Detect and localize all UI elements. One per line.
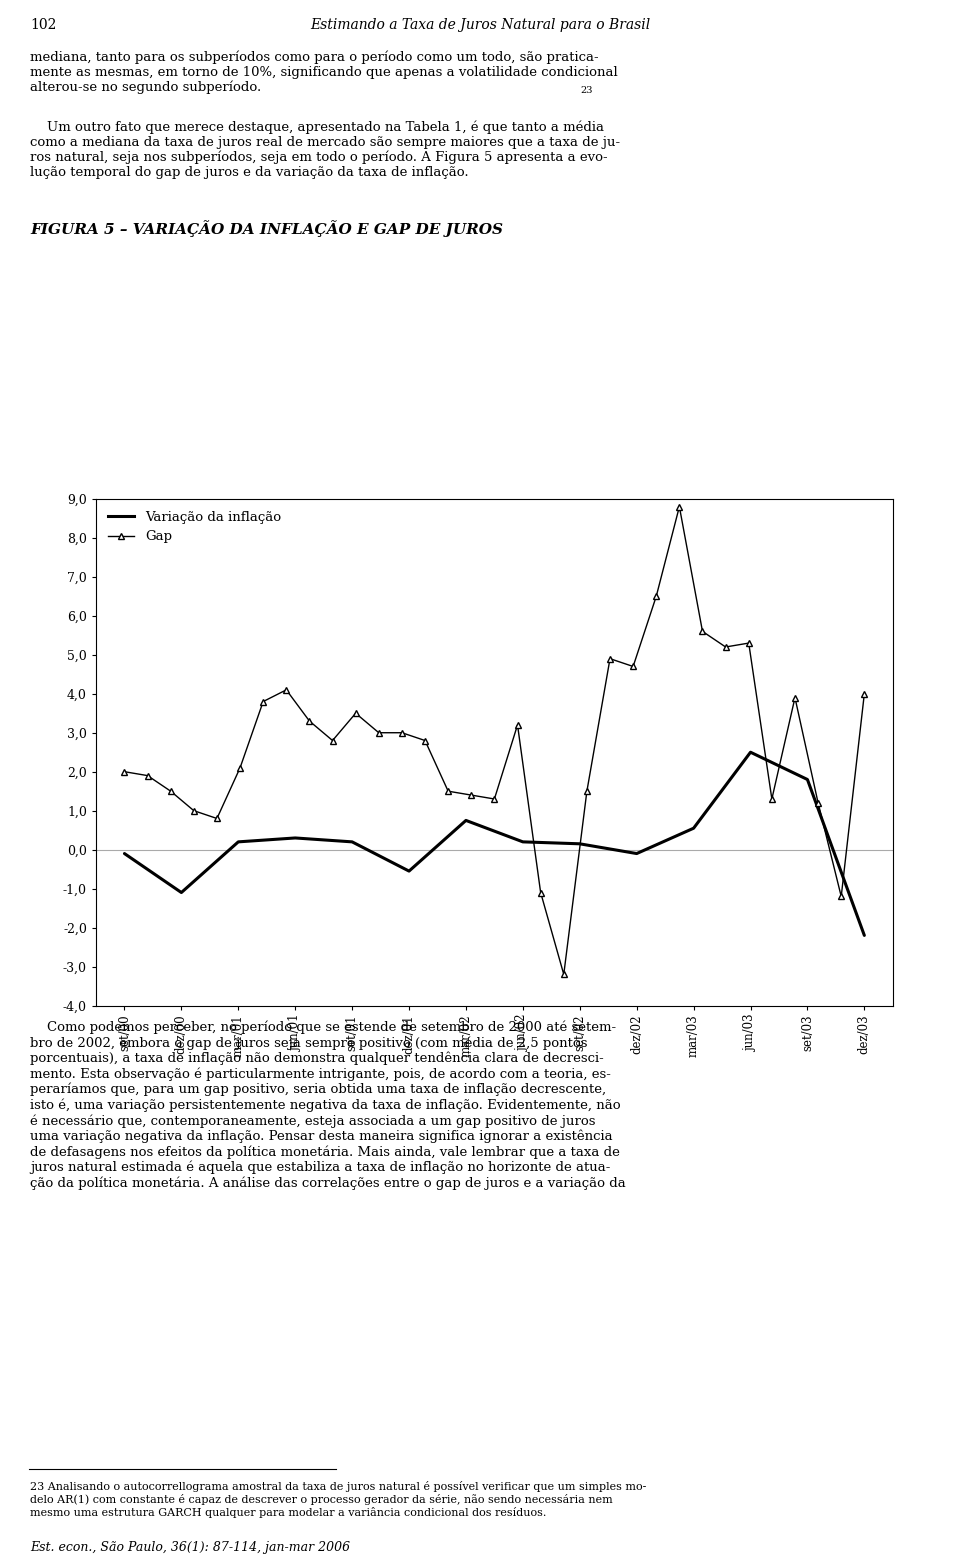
Text: 23 Analisando o autocorrellograma amostral da taxa de juros natural é possível v: 23 Analisando o autocorrellograma amostr… <box>30 1481 646 1517</box>
Text: 23: 23 <box>580 86 592 95</box>
Text: 102: 102 <box>30 19 57 33</box>
Text: Est. econ., São Paulo, 36(1): 87-114, jan-mar 2006: Est. econ., São Paulo, 36(1): 87-114, ja… <box>30 1540 350 1554</box>
Legend: Variação da inflação, Gap: Variação da inflação, Gap <box>103 505 286 549</box>
Text: Um outro fato que merece destaque, apresentado na Tabela 1, é que tanto a média
: Um outro fato que merece destaque, apres… <box>30 120 620 179</box>
Text: mediana, tanto para os subperíodos como para o período como um todo, são pratica: mediana, tanto para os subperíodos como … <box>30 50 617 94</box>
Text: FIGURA 5 – VARIAÇÃO DA INFLAÇÃO E GAP DE JUROS: FIGURA 5 – VARIAÇÃO DA INFLAÇÃO E GAP DE… <box>30 220 503 237</box>
Text: Estimando a Taxa de Juros Natural para o Brasil: Estimando a Taxa de Juros Natural para o… <box>310 19 650 33</box>
Text: Como podemos perceber, no período que se estende de setembro de 2000 até setem-
: Como podemos perceber, no período que se… <box>30 1021 626 1190</box>
